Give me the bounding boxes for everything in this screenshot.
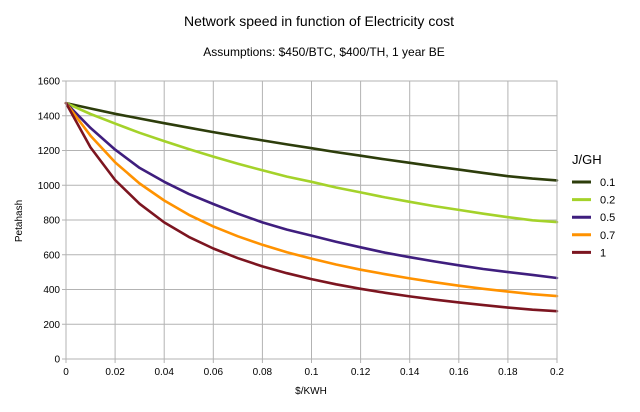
series-line-1 [64,101,559,313]
legend-label: 0.1 [600,177,615,189]
chart-title: Network speed in function of Electricity… [184,13,454,29]
legend-label: 1 [600,247,606,259]
x-tick-label: 0.12 [351,367,371,378]
y-tick-label: 1200 [38,146,61,157]
axes [62,80,558,363]
legend-label: 0.2 [600,195,615,207]
legend-label: 0.5 [600,212,615,224]
series-lines [64,101,559,313]
x-tick-label: 0.2 [550,367,564,378]
x-tick-label: 0.02 [105,367,125,378]
x-tick-label: 0.18 [498,367,518,378]
plot-frame [65,80,558,360]
y-tick-label: 400 [43,285,60,296]
x-tick-labels: 0 0.02 0.04 0.06 0.08 0.1 0.12 0.14 0.16 0.18 0.2 [63,367,564,378]
x-tick-label: 0.14 [400,367,420,378]
y-tick-label: 200 [43,320,60,331]
y-tick-label: 1400 [38,111,61,122]
legend-title: J/GH [572,152,602,167]
x-tick-label: 0 [63,367,69,378]
y-tick-label: 1600 [38,77,61,88]
y-axis-label: Petahash [14,200,25,242]
x-axis-label: $/KWH [295,386,327,397]
chart-subtitle: Assumptions: $450/BTC, $400/TH, 1 year B… [203,45,444,59]
y-tick-label: 600 [43,250,60,261]
series-line-0-7 [64,101,559,298]
y-tick-label: 0 [54,355,60,366]
x-tick-label: 0.16 [449,367,469,378]
legend: J/GH 0.1 0.2 0.5 0.7 1 [572,152,615,259]
grid [65,80,558,360]
x-tick-label: 0.08 [253,367,273,378]
series-line-0-5 [64,101,559,280]
x-tick-label: 0.04 [154,367,174,378]
x-tick-label: 0.1 [305,367,319,378]
y-tick-labels: 0 200 400 600 800 1000 1200 1400 1600 [38,77,61,366]
y-tick-label: 1000 [38,181,61,192]
x-tick-label: 0.06 [204,367,224,378]
series-line-0-1 [64,101,559,182]
series-line-0-2 [64,101,559,224]
y-tick-label: 800 [43,216,60,227]
legend-label: 0.7 [600,230,615,242]
